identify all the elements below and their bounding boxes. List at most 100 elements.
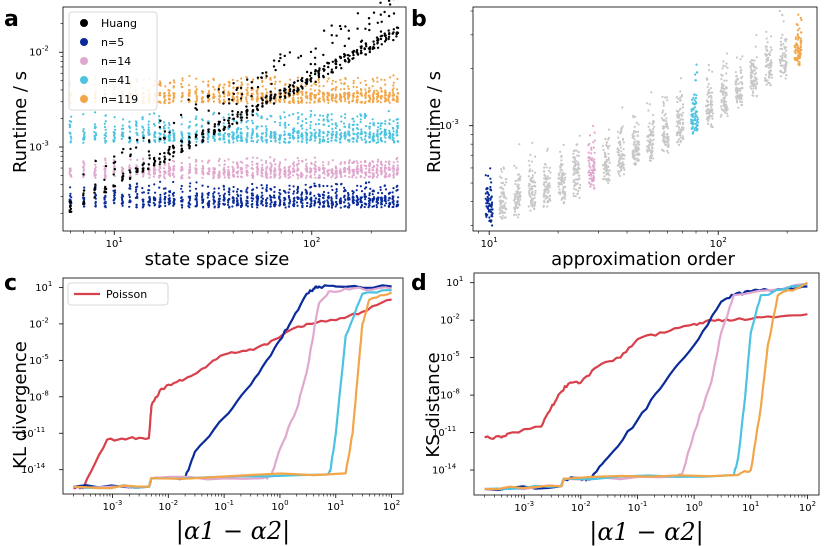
data-point-n=5 [206, 196, 209, 199]
data-point [651, 150, 654, 153]
data-point [505, 197, 508, 200]
data-point [484, 192, 487, 195]
data-point-Huang [363, 47, 366, 50]
data-point-n=5 [261, 187, 264, 190]
data-point-n=5 [292, 200, 295, 203]
data-point [548, 166, 551, 169]
data-point-n=119 [195, 77, 198, 80]
data-point-n=119 [387, 94, 390, 97]
order-column [527, 141, 537, 212]
data-point-n=5 [104, 194, 107, 197]
data-point-n=119 [343, 93, 346, 96]
data-point-n=5 [304, 188, 307, 191]
data-point-n=5 [159, 205, 162, 208]
data-point-n=5 [371, 200, 374, 203]
data-point-Huang [368, 50, 371, 54]
data-point-n=119 [181, 77, 184, 80]
data-point-n=41 [237, 134, 240, 137]
data-point [620, 130, 623, 133]
data-point-n=119 [256, 93, 259, 96]
data-point [633, 135, 636, 138]
data-point-Huang [385, 36, 388, 40]
data-point-n=41 [314, 123, 317, 126]
data-point-n=5 [142, 200, 145, 203]
data-point-n=41 [180, 123, 183, 126]
data-point-n=5 [306, 201, 309, 205]
data-point-n=41 [113, 135, 116, 139]
data-point [604, 155, 607, 158]
data-point [560, 164, 563, 167]
data-point-n=41 [305, 141, 308, 144]
data-point-n=5 [368, 199, 371, 202]
data-point-Huang [213, 123, 217, 126]
data-point-n=41 [94, 126, 97, 129]
data-point-n=14 [388, 162, 391, 165]
data-point-n=119 [297, 92, 300, 95]
panel-d-ylabel: KS distance [423, 352, 444, 457]
data-point [621, 125, 624, 128]
data-point-Huang [256, 76, 260, 79]
data-point-n=41 [297, 140, 300, 143]
data-point-n=41 [296, 122, 299, 125]
data-point-n=119 [207, 80, 210, 83]
data-point-n=41 [70, 115, 73, 118]
data-point-Huang [163, 155, 166, 158]
data-point-n=119 [278, 100, 281, 104]
data-point-n=14 [194, 164, 198, 167]
data-point [529, 153, 532, 156]
data-point-n=5 [252, 188, 255, 191]
data-point-Huang [228, 116, 231, 120]
data-point-Huang [207, 128, 210, 131]
data-point [588, 134, 592, 137]
data-point-Huang [261, 71, 264, 75]
data-point-n=5 [339, 202, 342, 205]
data-point-n=119 [340, 82, 343, 85]
data-point-n=5 [189, 189, 192, 192]
data-point-n=41 [207, 134, 210, 138]
data-point-n=41 [387, 110, 390, 113]
data-point-n=119 [246, 83, 249, 86]
data-point-n=14 [296, 156, 299, 160]
data-point-Huang [232, 92, 235, 96]
data-point [608, 174, 611, 177]
data-point-n=14 [82, 161, 85, 164]
data-point-n=5 [351, 200, 354, 203]
data-point-n=119 [304, 85, 307, 88]
data-point-n=5 [181, 198, 184, 201]
data-point-n=5 [201, 194, 204, 197]
data-point-n=14 [260, 174, 263, 177]
data-point-n=41 [309, 115, 312, 118]
data-point-n=119 [273, 75, 276, 78]
data-point [501, 193, 504, 196]
data-point [517, 213, 521, 216]
data-point-n=119 [368, 87, 371, 90]
data-point [589, 166, 592, 169]
data-point [647, 125, 650, 128]
data-point-Huang [371, 47, 375, 50]
data-point-n=14 [348, 175, 351, 179]
data-point [618, 170, 622, 173]
data-point-n=119 [373, 89, 376, 93]
data-point-n=14 [163, 173, 166, 176]
data-point-n=5 [180, 203, 183, 207]
data-point-n=14 [256, 163, 259, 166]
data-point-n=5 [397, 203, 400, 206]
data-point-n=14 [326, 174, 330, 177]
data-point-n=14 [201, 176, 204, 179]
x-tick-label: 101 [481, 236, 498, 250]
data-point [631, 133, 634, 136]
data-point-n=41 [360, 138, 363, 141]
data-point-n=14 [297, 159, 300, 162]
data-point-n=14 [260, 166, 264, 169]
data-point-Huang [391, 32, 394, 35]
data-point-Huang [217, 122, 221, 126]
data-point-n=5 [83, 186, 86, 189]
data-point-n=119 [172, 79, 175, 82]
data-point-Huang [288, 51, 292, 54]
data-point-Huang [94, 186, 97, 189]
data-point-Huang [251, 104, 254, 108]
data-point-n=5 [301, 202, 304, 205]
data-point [513, 208, 517, 211]
data-point-n=119 [181, 91, 184, 95]
data-point-n=41 [227, 113, 230, 116]
